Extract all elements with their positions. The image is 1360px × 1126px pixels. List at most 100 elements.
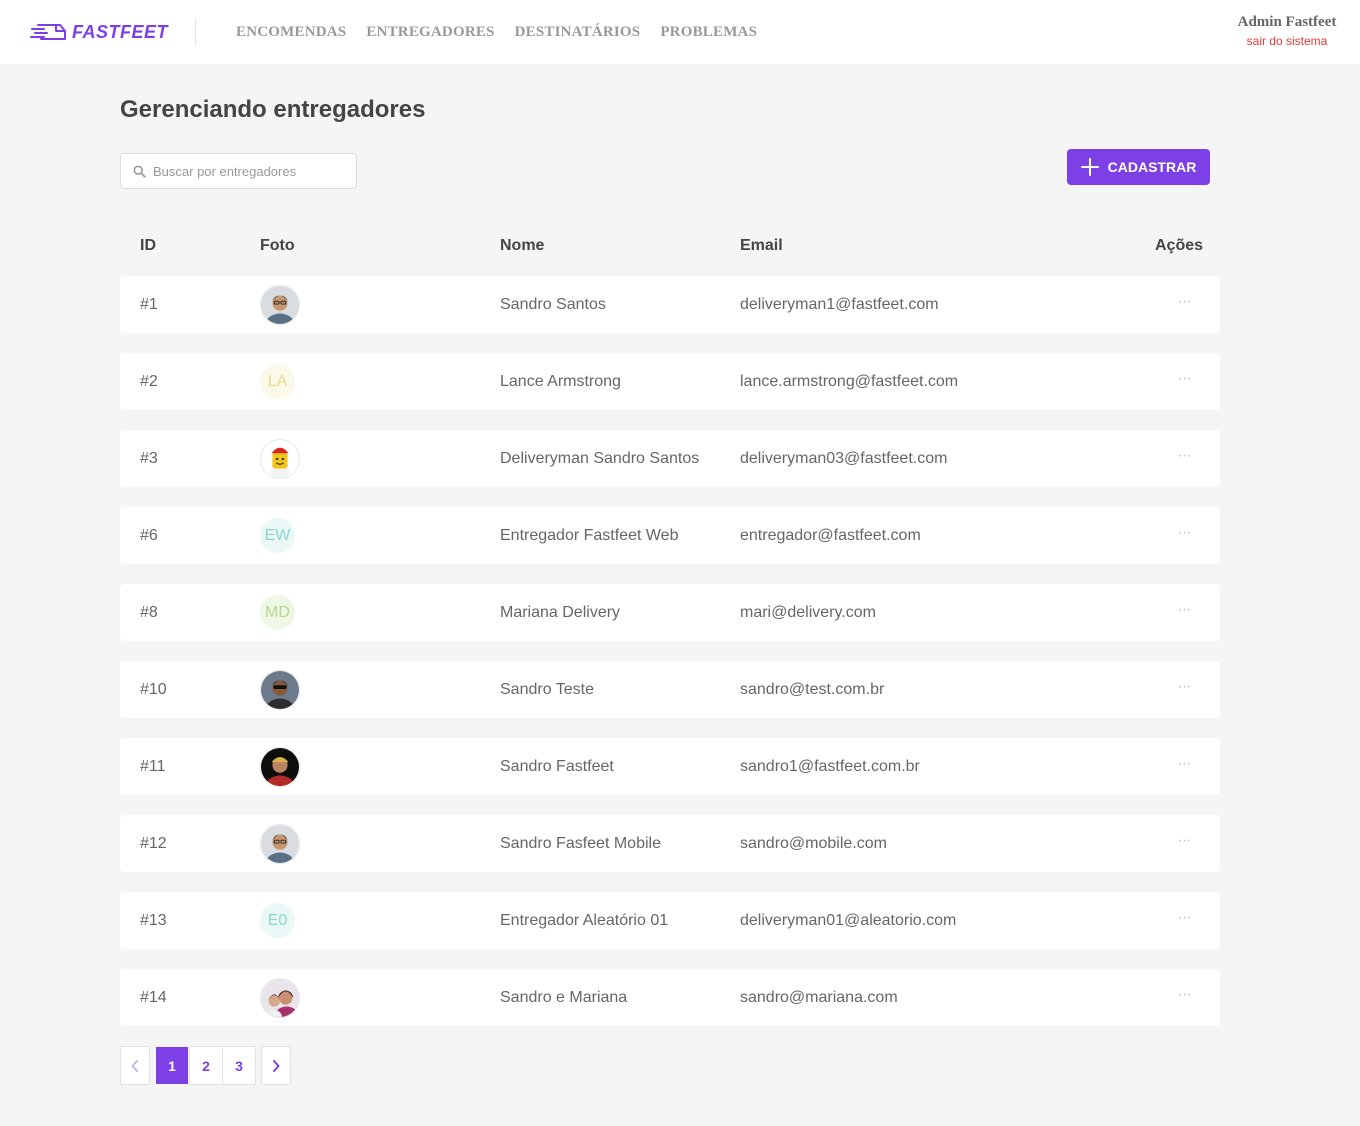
avatar-initials: EW	[260, 518, 295, 553]
man-sunglasses-photo	[261, 670, 299, 709]
table-row: #14 Sandro e Mariana sandro@mariana.com ···	[120, 969, 1220, 1026]
row-name: Sandro Fasfeet Mobile	[500, 834, 661, 852]
row-name: Sandro Teste	[500, 680, 594, 698]
table-row: #3 Deliveryman Sandro Santos deliveryman03…	[120, 430, 1220, 487]
nav-destinatarios[interactable]: DESTINATÁRIOS	[514, 23, 641, 40]
row-photo-cell	[260, 276, 300, 333]
fastfeet-logo[interactable]: FASTFEET	[30, 19, 168, 45]
search-box	[120, 153, 357, 189]
row-photo-cell: E0	[260, 892, 295, 949]
avatar-photo	[260, 977, 300, 1018]
chevron-left-icon	[131, 1059, 138, 1072]
avatar-initials: E0	[260, 903, 295, 938]
avatar-photo	[260, 284, 300, 325]
row-actions-button[interactable]: ···	[1172, 430, 1196, 487]
row-name: Sandro e Mariana	[500, 988, 628, 1006]
previous-page-button[interactable]	[120, 1046, 150, 1085]
row-name: Mariana Delivery	[500, 603, 621, 621]
table-row: #11 Sandro Fastfeet sandro1@fastfeet.com.b…	[120, 738, 1220, 795]
table-row: #6 EW Entregador Fastfeet Web entregador@fa…	[120, 507, 1220, 564]
next-page-button[interactable]	[261, 1046, 291, 1085]
avatar-photo	[260, 669, 300, 710]
row-actions-button[interactable]: ···	[1172, 661, 1196, 718]
fast-truck-icon	[30, 24, 66, 40]
row-actions-button[interactable]: ···	[1172, 892, 1196, 949]
column-header-foto: Foto	[260, 237, 295, 254]
nav-entregadores[interactable]: ENTREGADORES	[366, 23, 495, 40]
row-email: deliveryman1@fastfeet.com	[740, 295, 939, 313]
top-header: FASTFEET ENCOMENDAS ENTREGADORES DESTINA…	[0, 0, 1360, 64]
row-id: #12	[140, 834, 167, 852]
row-email: entregador@fastfeet.com	[740, 526, 921, 544]
more-horizontal-icon: ···	[1177, 677, 1192, 695]
page-button-1[interactable]: 1	[156, 1047, 188, 1084]
table-row: #1 Sandro Santos deliveryman1@fastfeet.com…	[120, 276, 1220, 333]
table-row: #8 MD Mariana Delivery mari@delivery.com ···	[120, 584, 1220, 641]
row-photo-cell: EW	[260, 507, 295, 564]
man-glasses-photo	[261, 285, 299, 324]
table-row: #12 Sandro Fasfeet Mobile sandro@mobile.co…	[120, 815, 1220, 872]
header-divider	[195, 18, 196, 46]
row-actions-button[interactable]: ···	[1172, 584, 1196, 641]
lego-figure-photo	[261, 439, 299, 478]
row-id: #2	[140, 372, 158, 390]
row-email: deliveryman01@aleatorio.com	[740, 911, 957, 929]
nav-encomendas[interactable]: ENCOMENDAS	[236, 23, 347, 40]
avatar-photo	[260, 823, 300, 864]
more-horizontal-icon: ···	[1177, 600, 1192, 618]
row-actions-button[interactable]: ···	[1172, 276, 1196, 333]
cadastrar-button-label: CADASTRAR	[1107, 159, 1197, 175]
row-email: sandro@mobile.com	[740, 834, 887, 852]
row-actions-button[interactable]: ···	[1172, 353, 1196, 410]
row-photo-cell: MD	[260, 584, 295, 641]
nav-problemas[interactable]: PROBLEMAS	[660, 23, 758, 40]
page-button-3[interactable]: 3	[222, 1046, 256, 1085]
couple-photo	[261, 978, 299, 1017]
page-title: Gerenciando entregadores	[120, 96, 426, 123]
row-actions-button[interactable]: ···	[1172, 507, 1196, 564]
column-header-email: Email	[740, 237, 783, 254]
main-nav: ENCOMENDAS ENTREGADORES DESTINATÁRIOS PR…	[236, 0, 777, 64]
avatar-initials-text: E0	[267, 911, 288, 929]
logout-link[interactable]: sair do sistema	[1246, 34, 1328, 48]
cadastrar-button[interactable]: CADASTRAR	[1067, 149, 1210, 185]
row-id: #14	[140, 988, 167, 1006]
profile-name: Admin Fastfeet	[1237, 14, 1337, 30]
row-actions-button[interactable]: ···	[1172, 815, 1196, 872]
row-actions-button[interactable]: ···	[1172, 738, 1196, 795]
logo-text: FASTFEET	[72, 21, 169, 42]
row-photo-cell	[260, 430, 300, 487]
more-horizontal-icon: ···	[1177, 908, 1192, 926]
more-horizontal-icon: ···	[1177, 369, 1192, 387]
row-actions-button[interactable]: ···	[1172, 969, 1196, 1026]
more-horizontal-icon: ···	[1177, 754, 1192, 772]
man-glasses-photo	[261, 824, 299, 863]
column-header-nome: Nome	[500, 237, 545, 254]
row-photo-cell	[260, 969, 300, 1026]
more-horizontal-icon: ···	[1177, 523, 1192, 541]
table-row: #10 Sandro Teste sandro@test.com.br ···	[120, 661, 1220, 718]
deliverymen-table: #1 Sandro Santos deliveryman1@fastfeet.com…	[120, 276, 1220, 1046]
chevron-right-icon	[273, 1059, 280, 1072]
table-row: #2 LA Lance Armstrong lance.armstrong@fastf…	[120, 353, 1220, 410]
row-id: #13	[140, 911, 167, 929]
avatar-initials-text: MD	[265, 603, 290, 621]
page-button-2[interactable]: 2	[189, 1046, 223, 1085]
row-name: Sandro Fastfeet	[500, 757, 614, 775]
more-horizontal-icon: ···	[1177, 831, 1192, 849]
more-horizontal-icon: ···	[1177, 985, 1192, 1003]
row-id: #8	[140, 603, 158, 621]
row-name: Deliveryman Sandro Santos	[500, 449, 700, 467]
row-id: #1	[140, 295, 158, 313]
row-photo-cell	[260, 815, 300, 872]
row-name: Lance Armstrong	[500, 372, 621, 390]
row-email: lance.armstrong@fastfeet.com	[740, 372, 959, 390]
row-photo-cell	[260, 738, 300, 795]
more-horizontal-icon: ···	[1177, 446, 1192, 464]
table-header: ID Foto Nome Email Ações	[120, 237, 1220, 259]
row-name: Sandro Santos	[500, 295, 606, 313]
row-name: Entregador Fastfeet Web	[500, 526, 679, 544]
search-input[interactable]	[153, 163, 343, 179]
